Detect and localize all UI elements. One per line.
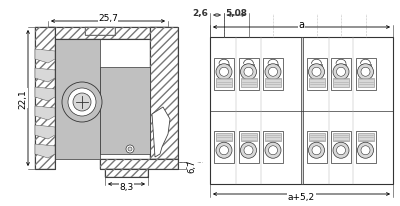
Bar bbox=[216, 78, 232, 87]
Polygon shape bbox=[35, 125, 55, 139]
Circle shape bbox=[128, 147, 132, 151]
Polygon shape bbox=[35, 50, 55, 64]
Bar bbox=[35, 28, 55, 169]
Circle shape bbox=[265, 143, 281, 158]
Bar bbox=[300, 38, 302, 184]
Bar bbox=[100, 159, 178, 169]
Bar bbox=[238, 132, 258, 163]
Bar bbox=[360, 64, 370, 66]
Bar bbox=[214, 59, 234, 90]
Bar bbox=[331, 59, 351, 90]
Text: 2,6: 2,6 bbox=[192, 8, 208, 18]
Circle shape bbox=[312, 146, 321, 155]
Bar bbox=[358, 134, 374, 142]
Bar bbox=[308, 134, 324, 142]
Circle shape bbox=[268, 146, 278, 155]
Circle shape bbox=[358, 64, 374, 80]
Bar bbox=[238, 59, 258, 90]
Circle shape bbox=[333, 64, 349, 80]
Text: 5,08: 5,08 bbox=[225, 8, 247, 18]
Circle shape bbox=[336, 68, 346, 77]
Circle shape bbox=[62, 83, 102, 122]
Text: 22,1: 22,1 bbox=[18, 89, 28, 108]
Bar bbox=[240, 78, 256, 87]
Circle shape bbox=[244, 68, 253, 77]
Circle shape bbox=[361, 146, 370, 155]
Bar bbox=[356, 59, 376, 90]
Circle shape bbox=[308, 143, 324, 158]
Text: a+5,2: a+5,2 bbox=[288, 193, 315, 201]
Circle shape bbox=[361, 68, 370, 77]
Bar bbox=[312, 64, 322, 66]
Circle shape bbox=[240, 64, 256, 80]
Bar bbox=[306, 132, 326, 163]
Polygon shape bbox=[35, 144, 55, 158]
Bar bbox=[306, 59, 326, 90]
Bar bbox=[336, 64, 346, 66]
Bar bbox=[333, 134, 349, 142]
Circle shape bbox=[216, 143, 232, 158]
Circle shape bbox=[333, 143, 349, 158]
Bar bbox=[358, 78, 374, 87]
Bar bbox=[268, 64, 278, 66]
Circle shape bbox=[336, 146, 346, 155]
Polygon shape bbox=[152, 108, 170, 157]
Bar bbox=[85, 28, 115, 36]
Circle shape bbox=[265, 64, 281, 80]
Bar bbox=[48, 28, 168, 40]
Bar bbox=[263, 132, 283, 163]
Bar bbox=[35, 28, 55, 169]
Text: 25,7: 25,7 bbox=[98, 14, 118, 23]
Bar bbox=[150, 28, 178, 159]
Bar bbox=[265, 134, 281, 142]
Bar bbox=[100, 159, 178, 169]
Circle shape bbox=[73, 94, 91, 111]
Polygon shape bbox=[35, 107, 55, 121]
Bar bbox=[308, 78, 324, 87]
Circle shape bbox=[68, 89, 96, 116]
Bar bbox=[214, 132, 234, 163]
Circle shape bbox=[216, 64, 232, 80]
Circle shape bbox=[312, 68, 321, 77]
Bar bbox=[244, 64, 254, 66]
Bar bbox=[356, 132, 376, 163]
Bar bbox=[265, 78, 281, 87]
Circle shape bbox=[220, 68, 228, 77]
Circle shape bbox=[126, 145, 134, 153]
Circle shape bbox=[268, 68, 278, 77]
Polygon shape bbox=[55, 40, 150, 169]
Bar bbox=[210, 38, 393, 184]
Circle shape bbox=[240, 143, 256, 158]
Bar bbox=[100, 68, 150, 154]
Circle shape bbox=[358, 143, 374, 158]
Text: 6,7: 6,7 bbox=[188, 159, 196, 172]
Bar bbox=[219, 64, 229, 66]
Polygon shape bbox=[35, 88, 55, 102]
Bar bbox=[331, 132, 351, 163]
Text: a: a bbox=[298, 20, 304, 30]
Bar bbox=[150, 28, 178, 159]
Bar bbox=[105, 169, 148, 177]
Bar bbox=[48, 28, 168, 40]
Circle shape bbox=[244, 146, 253, 155]
Bar bbox=[105, 169, 148, 177]
Bar bbox=[85, 28, 115, 36]
Bar bbox=[333, 78, 349, 87]
Circle shape bbox=[308, 64, 324, 80]
Bar bbox=[240, 134, 256, 142]
Polygon shape bbox=[35, 69, 55, 83]
Circle shape bbox=[220, 146, 228, 155]
Bar bbox=[263, 59, 283, 90]
Bar bbox=[216, 134, 232, 142]
Text: 8,3: 8,3 bbox=[119, 183, 134, 192]
